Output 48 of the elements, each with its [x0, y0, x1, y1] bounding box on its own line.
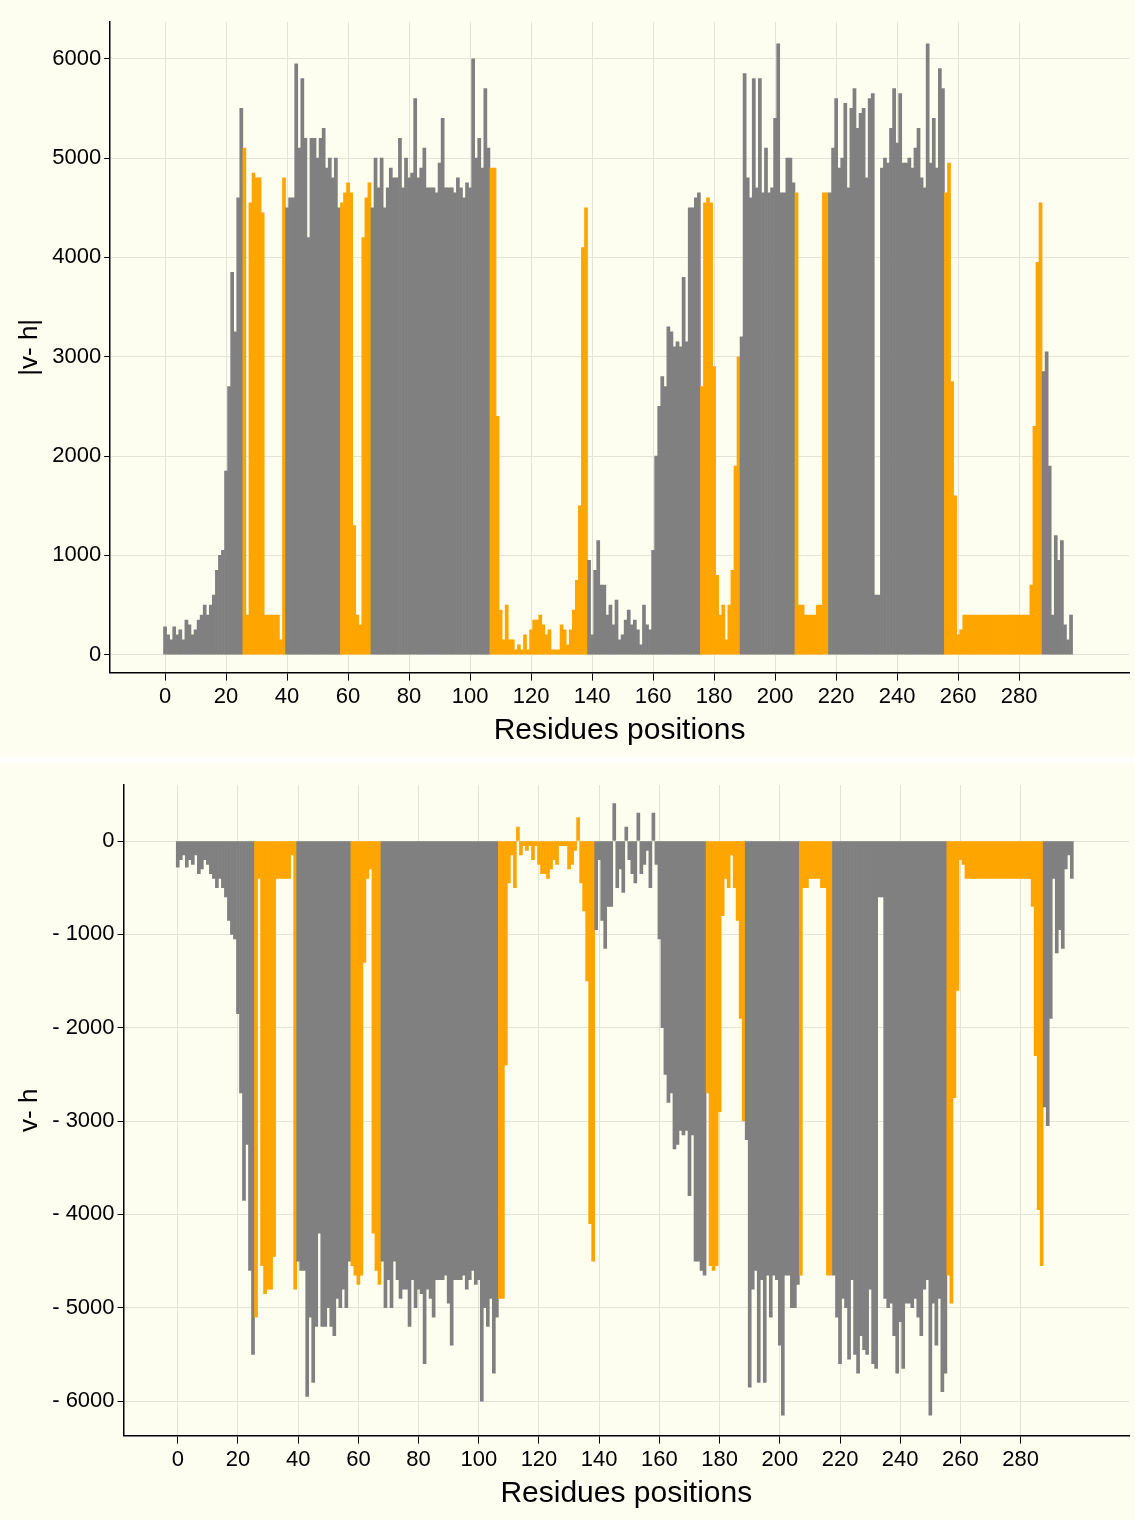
x-tick-label: 120: [512, 682, 550, 708]
y-tick-label: - 4000: [52, 1200, 115, 1226]
y-tick-label: - 2000: [52, 1013, 115, 1039]
x-tick-label: 120: [520, 1445, 558, 1471]
x-tick-label: 240: [878, 682, 916, 708]
y-tick-label: - 3000: [52, 1107, 115, 1133]
x-tick-label: 160: [641, 1445, 678, 1471]
x-tick-label: 60: [335, 682, 361, 708]
y-tick-label: - 5000: [52, 1293, 115, 1319]
x-tick-label: 260: [939, 682, 977, 708]
x-tick-label: 220: [817, 682, 855, 708]
x-tick-label: 240: [881, 1445, 919, 1471]
y-tick-label: 6000: [52, 44, 102, 70]
x-tick-label: 40: [274, 682, 300, 708]
x-tick-label: 180: [695, 682, 733, 708]
y-axis-title: |v- h|: [12, 318, 43, 376]
y-tick-label: 0: [102, 827, 115, 853]
x-tick-label: 0: [158, 682, 172, 708]
x-tick-label: 140: [573, 682, 611, 708]
y-tick-label: 2000: [52, 442, 102, 468]
y-tick-label: 3000: [52, 342, 102, 368]
y-tick-label: - 1000: [52, 920, 115, 946]
y-tick-label: 0: [88, 640, 102, 666]
x-tick-label: 180: [701, 1445, 738, 1471]
y-tick-label: 4000: [52, 243, 102, 269]
y-axis-title: v- h: [12, 1088, 43, 1132]
x-axis-title: Residues positions: [493, 712, 746, 746]
x-tick-label: 100: [451, 682, 489, 708]
x-tick-label: 60: [346, 1445, 371, 1471]
x-tick-label: 140: [580, 1445, 618, 1471]
x-tick-label: 40: [285, 1445, 311, 1471]
x-tick-label: 100: [460, 1445, 498, 1471]
x-tick-label: 280: [1002, 1445, 1039, 1471]
x-tick-label: 280: [1000, 682, 1038, 708]
x-tick-label: 200: [756, 682, 794, 708]
x-tick-label: 220: [821, 1445, 859, 1471]
x-tick-label: 200: [761, 1445, 799, 1471]
x-tick-label: 20: [225, 1445, 251, 1471]
x-tick-label: 260: [942, 1445, 979, 1471]
y-tick-label: 5000: [52, 144, 102, 170]
y-tick-label: 1000: [52, 541, 102, 567]
x-axis-title: Residues positions: [500, 1475, 753, 1509]
x-tick-label: 80: [406, 1445, 431, 1471]
x-tick-label: 80: [396, 682, 422, 708]
x-tick-label: 160: [634, 682, 672, 708]
x-tick-label: 20: [213, 682, 239, 708]
x-tick-label: 0: [171, 1445, 184, 1471]
y-tick-label: - 6000: [52, 1387, 115, 1413]
